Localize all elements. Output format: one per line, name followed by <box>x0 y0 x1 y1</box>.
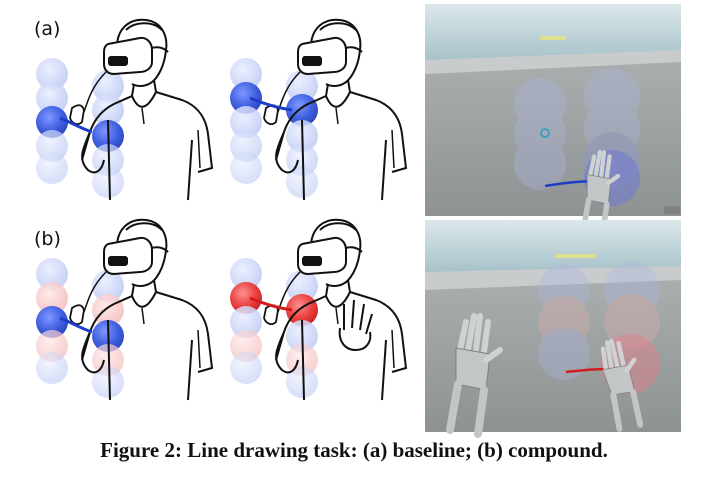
panel-a-sketch-2 <box>230 18 407 202</box>
panel-b-sketch-1 <box>36 218 213 401</box>
panel-b-sketch-2 <box>230 218 407 401</box>
panel-label-b: (b) <box>34 228 61 250</box>
sphere-active-start <box>36 106 68 138</box>
sphere-faint <box>36 130 68 162</box>
vr-screenshot-b <box>425 220 681 434</box>
sphere-faint <box>36 58 68 90</box>
vr-screenshot-a <box>425 4 681 235</box>
figure-caption: Figure 2: Line drawing task: (a) baselin… <box>100 438 608 462</box>
sphere-faint <box>36 152 68 184</box>
sphere-faint <box>92 166 124 198</box>
person-vr-headset-icon <box>69 218 213 401</box>
person-vr-headset-icon <box>69 18 213 202</box>
drawn-line <box>59 116 93 134</box>
panel-label-a: (a) <box>34 18 61 40</box>
sphere-faint <box>92 94 124 126</box>
panel-a-sketch-1 <box>36 18 213 202</box>
sphere-faint <box>36 82 68 114</box>
